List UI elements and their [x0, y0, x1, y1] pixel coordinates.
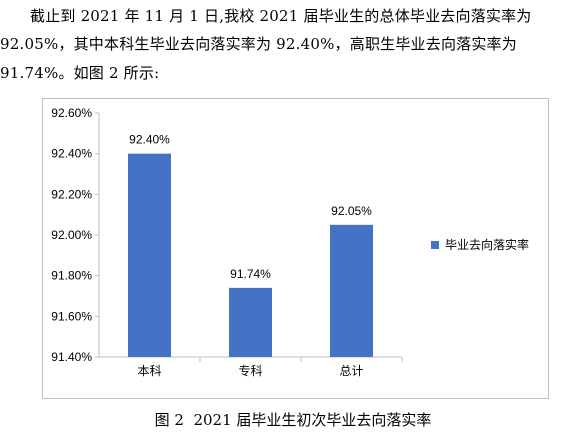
bar [128, 153, 171, 357]
y-tick-label: 91.80% [51, 269, 92, 283]
data-label: 92.40% [129, 133, 170, 147]
data-label: 91.74% [230, 267, 271, 281]
bar [229, 287, 272, 357]
intro-paragraph-line-3: 91.74%。如图 2 所示: [0, 64, 160, 82]
x-tick-label: 总计 [339, 364, 363, 378]
x-tick-label: 专科 [238, 363, 262, 378]
y-tick-label: 92.00% [51, 228, 92, 242]
y-tick-label: 91.40% [51, 350, 92, 364]
legend-swatch [431, 241, 439, 249]
chart-frame [42, 98, 549, 399]
bar [330, 224, 373, 357]
y-tick-label: 92.60% [51, 106, 92, 120]
y-tick-label: 92.40% [51, 147, 92, 161]
x-tick-label: 本科 [137, 364, 161, 378]
y-tick-label: 92.20% [51, 187, 92, 201]
data-label: 92.05% [331, 204, 372, 218]
intro-paragraph-line-2: 92.05%，其中本科生毕业去向落实率为 92.40%，高职生毕业去向落实率为 [0, 35, 517, 53]
legend-label: 毕业去向落实率 [445, 237, 529, 252]
y-tick-label: 91.60% [51, 309, 92, 323]
figure-number: 图 2 [154, 411, 184, 429]
figure-caption: 图 2 2021 届毕业生初次毕业去向落实率 [0, 410, 586, 430]
figure-title: 2021 届毕业生初次毕业去向落实率 [193, 411, 432, 429]
intro-paragraph-line-1: 截止到 2021 年 11 月 1 日,我校 2021 届毕业生的总体毕业去向落… [30, 7, 532, 25]
